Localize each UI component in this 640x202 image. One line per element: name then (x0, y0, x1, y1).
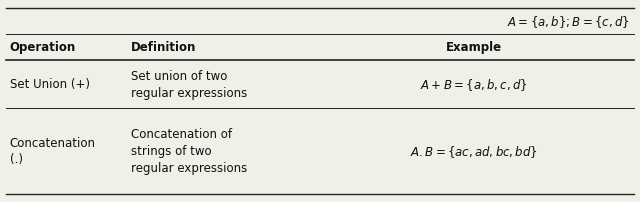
Text: $A + B = \{a, b, c, d\}$: $A + B = \{a, b, c, d\}$ (420, 76, 527, 92)
Text: Concatenation of: Concatenation of (131, 127, 232, 140)
Text: Concatenation: Concatenation (10, 137, 95, 150)
Text: $A.B = \{ac, ad, bc, bd\}$: $A.B = \{ac, ad, bc, bd\}$ (410, 143, 538, 159)
Text: regular expressions: regular expressions (131, 162, 248, 175)
Text: Definition: Definition (131, 41, 196, 54)
Text: Operation: Operation (10, 41, 76, 54)
Text: Set union of two: Set union of two (131, 69, 228, 82)
Text: $A = \{a,b\}; B = \{c,d\}$: $A = \{a,b\}; B = \{c,d\}$ (508, 14, 630, 30)
Text: (.): (.) (10, 152, 22, 165)
Text: Set Union (+): Set Union (+) (10, 78, 90, 91)
Text: strings of two: strings of two (131, 144, 212, 158)
Text: Example: Example (445, 41, 502, 54)
Text: regular expressions: regular expressions (131, 86, 248, 99)
